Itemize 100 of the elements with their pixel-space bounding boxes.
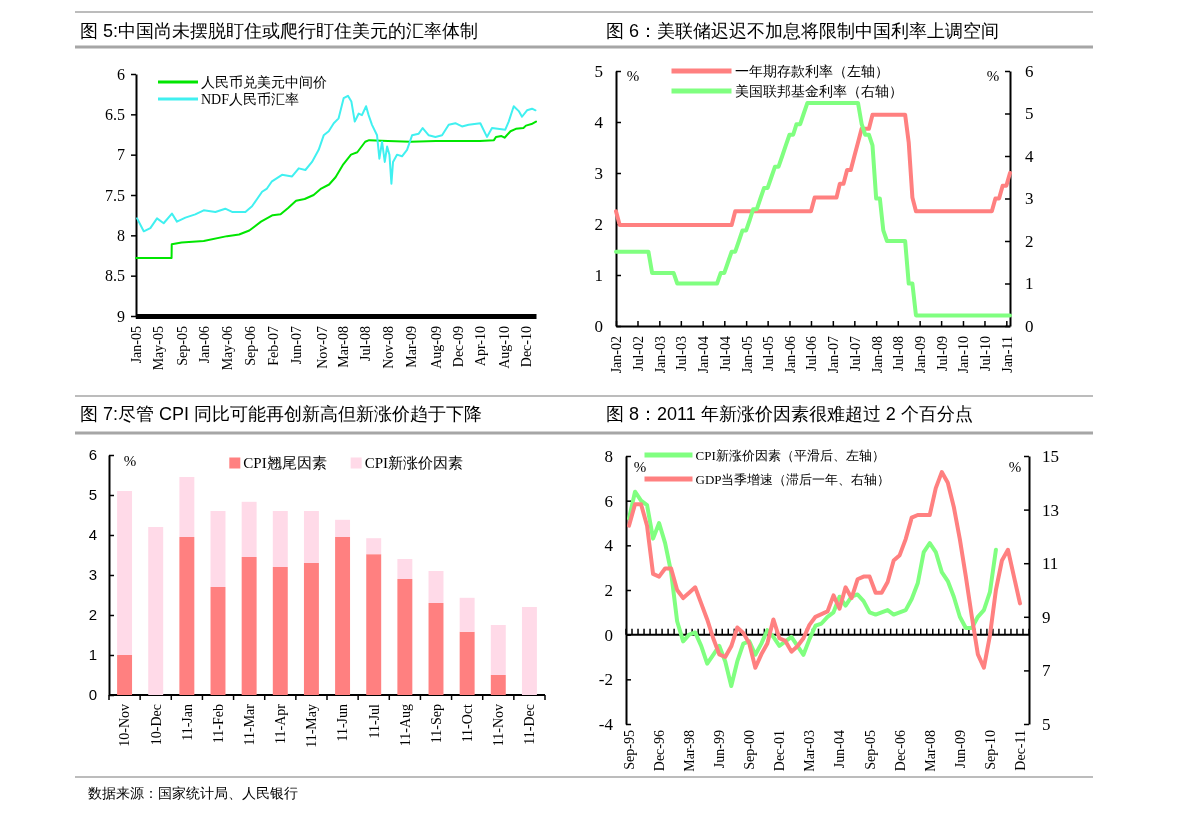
y-tick-label: 8 (117, 226, 125, 244)
bar (148, 527, 164, 695)
x-tick-label: Jul-10 (977, 336, 993, 371)
legend-label: CPI新涨价因素（平滑后、左轴） (695, 447, 885, 463)
x-tick-label: Dec-10 (519, 326, 535, 368)
legend-label: CPI翘尾因素 (243, 455, 327, 471)
x-tick-label: Jan-06 (782, 336, 798, 374)
y2-tick-label: 1 (1025, 274, 1034, 294)
line-series (135, 120, 537, 259)
y2-tick-label: 5 (1025, 104, 1034, 124)
x-tick-label: 11-May (304, 704, 320, 748)
x-tick-label: 11-Feb (210, 704, 226, 744)
bar (521, 607, 537, 695)
y2-axis-title: % (1008, 459, 1022, 475)
bar (366, 538, 382, 555)
x-tick-label: Mar-09 (404, 326, 420, 368)
y2-tick-label: 9 (1042, 607, 1051, 627)
bar (241, 557, 257, 695)
y-tick-label: 4 (604, 536, 614, 556)
x-tick-label: Jan-08 (869, 336, 885, 374)
y-tick-label: 9 (117, 307, 125, 325)
y2-tick-label: 5 (1042, 714, 1051, 734)
y-tick-label: 7 (117, 146, 125, 164)
y2-tick-label: 3 (1025, 189, 1034, 209)
line-series (614, 100, 1012, 318)
y2-tick-label: 11 (1042, 554, 1059, 574)
y-tick-label: -4 (598, 714, 614, 734)
x-tick-label: Sep-95 (621, 730, 637, 770)
bar (428, 571, 444, 603)
bar (459, 597, 475, 632)
y-tick-label: 4 (594, 112, 604, 132)
bar (210, 587, 226, 695)
chart-title: 图 5:中国尚未摆脱盯住或爬行盯住美元的汇率体制 (80, 21, 479, 41)
x-tick-label: Jul-08 (358, 326, 374, 361)
x-tick-label: Jun-99 (712, 730, 728, 769)
x-tick-label: Jan-02 (609, 336, 625, 374)
x-tick-label: Jul-09 (934, 336, 950, 371)
bar (272, 511, 288, 567)
x-tick-label: Mar-08 (336, 326, 352, 368)
y-tick-label: 0 (594, 316, 603, 336)
y-tick-label: 2 (594, 214, 603, 234)
x-tick-label: Jun-04 (832, 730, 848, 769)
bar (459, 631, 475, 695)
y2-tick-label: 4 (1025, 146, 1034, 166)
x-tick-label: Sep-10 (982, 730, 998, 770)
x-tick-label: Jan-05 (739, 336, 755, 374)
x-tick-label: Mar-08 (922, 730, 938, 772)
y2-tick-label: 0 (1025, 316, 1034, 336)
x-tick-label: Jul-08 (891, 336, 907, 371)
y-axis-title: % (626, 68, 640, 84)
x-tick-label: Jul-04 (717, 336, 733, 371)
x-tick-label: May-05 (151, 326, 167, 371)
y-tick-label: 8.5 (105, 267, 125, 285)
x-tick-label: Aug-09 (429, 326, 445, 369)
x-tick-label: Jan-07 (826, 336, 842, 374)
legend-label: GDP当季增速（滞后一年、右轴） (695, 471, 891, 487)
x-tick-label: Jan-10 (956, 336, 972, 374)
x-tick-label: Aug-10 (497, 326, 513, 369)
legend-label: 一年期存款利率（左轴） (734, 63, 889, 79)
x-tick-label: Sep-00 (742, 730, 758, 770)
bar (117, 655, 133, 695)
x-tick-label: 11-Aug (397, 704, 413, 747)
y-tick-label: 6 (604, 491, 613, 511)
x-tick-label: Dec-09 (451, 326, 467, 368)
y-tick-label: 4 (88, 526, 97, 544)
y2-tick-label: 2 (1025, 231, 1034, 251)
bar (117, 491, 133, 655)
x-tick-label: Jun-09 (952, 730, 968, 769)
x-tick-label: Sep-05 (174, 326, 190, 366)
x-tick-label: Jan-06 (197, 326, 213, 364)
x-tick-label: Dec-96 (651, 730, 667, 772)
bar (490, 625, 506, 675)
y-tick-label: 1 (594, 265, 603, 285)
y-tick-label: -2 (598, 670, 613, 690)
x-tick-label: Sep-06 (242, 326, 258, 366)
line-series (627, 489, 998, 689)
y-tick-label: 5 (88, 486, 97, 504)
y-axis-title: % (633, 459, 647, 475)
x-tick-label: Sep-05 (862, 730, 878, 770)
x-tick-label: Jun-07 (289, 326, 305, 365)
x-tick-label: 11-Jan (179, 704, 195, 741)
y-tick-label: 7.5 (105, 186, 125, 204)
y-tick-label: 2 (88, 606, 97, 624)
bar (241, 501, 257, 557)
y-tick-label: 3 (594, 163, 603, 183)
bar (335, 519, 351, 537)
y-tick-label: 8 (604, 446, 613, 466)
x-tick-label: 11-Dec (522, 704, 538, 745)
x-tick-label: 11-Jul (366, 703, 382, 739)
bar (303, 563, 319, 695)
bar (335, 537, 351, 695)
x-tick-label: Jan-05 (129, 326, 145, 364)
y-tick-label: 6.5 (105, 105, 125, 123)
x-tick-label: 11-Jun (335, 704, 351, 742)
legend-label: NDF人民币汇率 (201, 91, 300, 107)
line-series (627, 470, 1022, 670)
x-tick-label: Jul-07 (847, 336, 863, 371)
x-tick-label: Jan-11 (999, 336, 1015, 373)
bar (397, 559, 413, 579)
bar (179, 537, 195, 695)
